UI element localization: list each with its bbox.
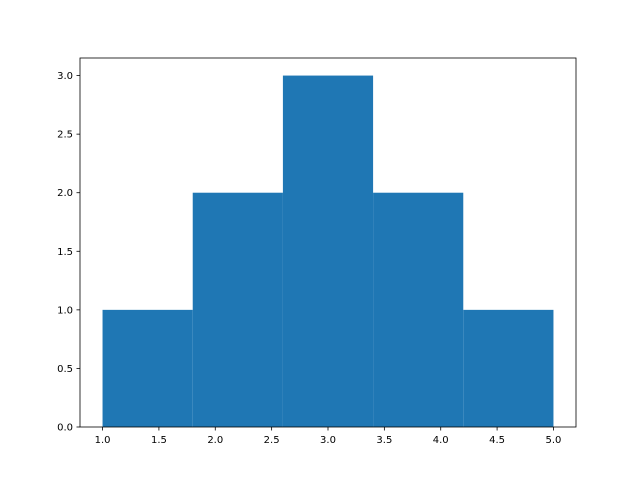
- x-tick-label: 2.0: [207, 435, 223, 446]
- x-tick-label: 3.5: [376, 435, 392, 446]
- x-tick-label: 4.5: [489, 435, 505, 446]
- y-tick-label: 1.0: [57, 305, 73, 316]
- x-tick-label: 4.0: [433, 435, 449, 446]
- x-tick-label: 5.0: [546, 435, 562, 446]
- x-tick-label: 2.5: [264, 435, 280, 446]
- y-tick-label: 1.5: [57, 247, 73, 258]
- y-tick-label: 2.0: [57, 188, 73, 199]
- histogram-bar: [102, 309, 193, 427]
- y-tick-label: 3.0: [57, 71, 73, 82]
- y-tick-label: 0.5: [57, 364, 73, 375]
- y-axis: 0.0 0.5 1.0 1.5 2.0 2.5 3.0: [57, 71, 80, 434]
- histogram-bar: [192, 192, 283, 427]
- x-tick-label: 1.0: [95, 435, 111, 446]
- bars: [102, 75, 554, 428]
- x-tick-label: 3.0: [320, 435, 336, 446]
- histogram-bar: [463, 309, 554, 427]
- x-tick-label: 1.5: [151, 435, 167, 446]
- y-tick-label: 2.5: [57, 130, 73, 141]
- x-axis: 1.0 1.5 2.0 2.5 3.0 3.5 4.0 4.5 5.0: [95, 427, 562, 446]
- histogram-bar: [373, 192, 464, 427]
- y-tick-label: 0.0: [57, 423, 73, 434]
- histogram-bar: [282, 75, 374, 428]
